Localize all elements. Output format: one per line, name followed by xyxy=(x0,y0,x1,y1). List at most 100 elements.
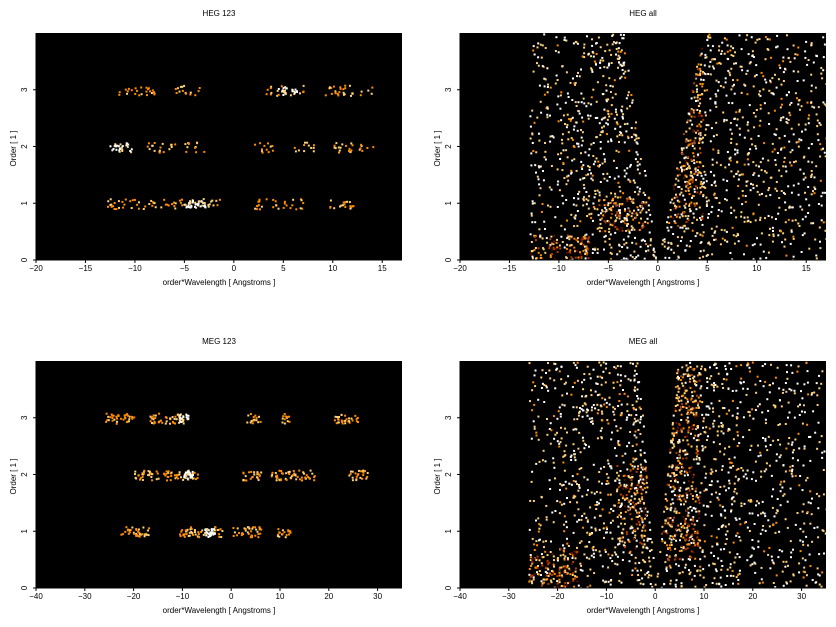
heatmap-cell xyxy=(350,149,353,152)
heatmap-cell xyxy=(728,482,731,485)
heatmap-cell xyxy=(583,177,586,180)
heatmap-cell xyxy=(796,370,799,373)
heatmap-cell xyxy=(792,235,795,238)
heatmap-cell xyxy=(550,165,553,167)
heatmap-cell xyxy=(614,226,617,228)
heatmap-cell xyxy=(646,486,649,489)
heatmap-cell xyxy=(749,221,752,224)
heatmap-cell xyxy=(185,206,188,209)
heatmap-cell xyxy=(124,530,127,533)
heatmap-cell xyxy=(754,562,757,565)
heatmap-cell xyxy=(616,57,619,60)
heatmap-cell xyxy=(283,531,286,534)
heatmap-cell xyxy=(556,183,559,186)
heatmap-cell xyxy=(717,557,720,560)
heatmap-cell xyxy=(563,469,566,472)
heatmap-cell xyxy=(759,107,762,110)
heatmap-cell xyxy=(246,526,249,529)
heatmap-cell xyxy=(735,62,737,65)
heatmap-cell xyxy=(581,381,583,384)
heatmap-cell xyxy=(151,89,154,92)
x-tick-label: −30 xyxy=(502,592,516,601)
heatmap-cell xyxy=(356,416,359,419)
heatmap-cell xyxy=(571,553,574,556)
heatmap-cell xyxy=(645,211,648,214)
heatmap-cell xyxy=(678,205,681,208)
heatmap-cell xyxy=(685,457,688,460)
heatmap-cell xyxy=(118,150,121,153)
heatmap-cell xyxy=(817,421,820,424)
heatmap-cell xyxy=(801,510,804,513)
heatmap-cell xyxy=(112,205,115,208)
heatmap-cell xyxy=(679,522,682,525)
heatmap-cell xyxy=(181,418,184,421)
heatmap-cell xyxy=(763,142,766,145)
heatmap-cell xyxy=(667,472,670,475)
heatmap-cell xyxy=(809,502,812,505)
heatmap-cell xyxy=(216,204,219,207)
heatmap-cell xyxy=(189,93,192,96)
heatmap-cell xyxy=(707,36,710,39)
heatmap-cell xyxy=(735,216,738,219)
heatmap-cell xyxy=(573,82,576,85)
heatmap-cell xyxy=(719,164,722,167)
heatmap-cell xyxy=(722,111,725,114)
heatmap-cell xyxy=(639,407,642,410)
heatmap-cell xyxy=(586,253,588,256)
heatmap-cell xyxy=(619,540,621,543)
heatmap-cell xyxy=(533,374,536,377)
heatmap-cell xyxy=(566,537,568,540)
heatmap-cell xyxy=(636,468,639,470)
heatmap-cell xyxy=(572,443,575,446)
heatmap-cell xyxy=(633,181,636,184)
heatmap-cell xyxy=(556,431,558,434)
heatmap-cell xyxy=(759,216,762,219)
heatmap-cell xyxy=(757,444,759,447)
heatmap-cell xyxy=(611,224,614,227)
heatmap-cell xyxy=(723,548,726,551)
heatmap-cell xyxy=(753,523,756,525)
heatmap-cell xyxy=(560,484,563,487)
heatmap-cell xyxy=(762,250,765,253)
heatmap-cell xyxy=(712,562,715,565)
heatmap-cell xyxy=(699,94,702,96)
y-tick-label: 0 xyxy=(444,257,453,262)
heatmap-cell xyxy=(548,245,551,248)
heatmap-cell xyxy=(348,474,351,477)
heatmap-cell xyxy=(674,204,677,207)
heatmap-cell xyxy=(706,377,708,380)
heatmap-cell xyxy=(537,42,540,45)
heatmap-cell xyxy=(602,527,605,530)
heatmap-cell xyxy=(678,528,681,531)
heatmap-cell xyxy=(789,151,792,154)
heatmap-cell xyxy=(699,400,701,403)
heatmap-cell xyxy=(733,62,735,65)
heatmap-cell xyxy=(652,249,655,251)
heatmap-cell xyxy=(265,93,268,96)
heatmap-cell xyxy=(256,205,259,208)
heatmap-cell xyxy=(260,528,263,531)
heatmap-cell xyxy=(145,533,148,536)
heatmap-cell xyxy=(633,250,636,253)
heatmap-cell xyxy=(128,529,131,532)
heatmap-cell xyxy=(697,496,700,499)
heatmap-cell xyxy=(590,394,593,397)
heatmap-cell xyxy=(552,555,555,558)
heatmap-cell xyxy=(105,412,108,415)
heatmap-cell xyxy=(696,462,699,465)
heatmap-cell xyxy=(745,184,748,187)
heatmap-cell xyxy=(328,86,331,89)
heatmap-cell xyxy=(573,554,576,557)
heatmap-cell xyxy=(686,421,689,424)
heatmap-cell xyxy=(685,534,688,537)
heatmap-cell xyxy=(158,149,161,152)
heatmap-cell xyxy=(625,229,628,232)
heatmap-cell xyxy=(604,230,607,233)
heatmap-cell xyxy=(772,382,774,385)
chart-title: HEG 123 xyxy=(203,9,236,18)
heatmap-cell xyxy=(762,525,765,527)
heatmap-cell xyxy=(561,65,564,68)
heatmap-cell xyxy=(610,62,613,64)
heatmap-cell xyxy=(684,521,687,524)
heatmap-cell xyxy=(725,412,728,415)
